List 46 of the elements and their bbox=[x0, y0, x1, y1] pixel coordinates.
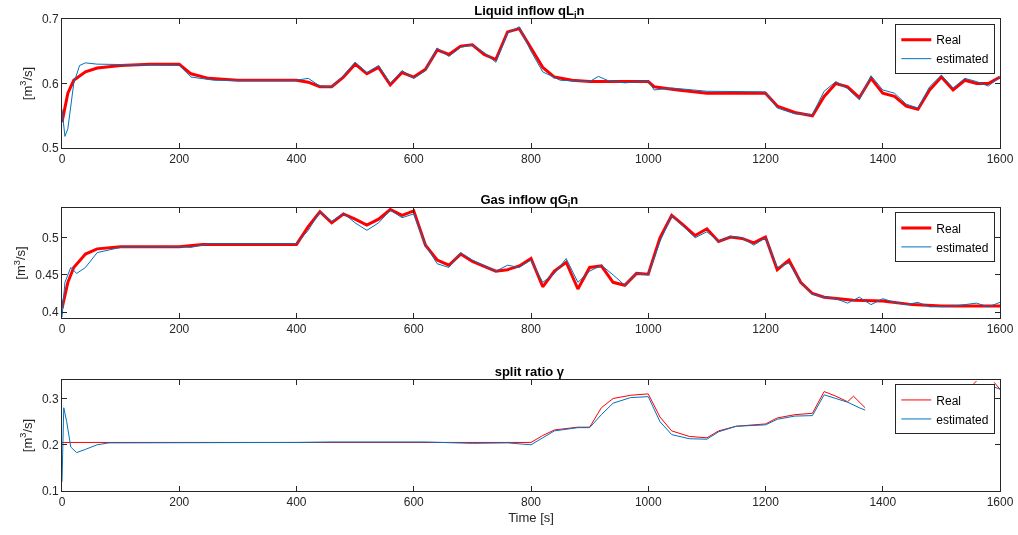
x-tick-label: 400 bbox=[286, 322, 307, 337]
x-tick-label: 600 bbox=[403, 495, 425, 510]
x-tick-label: 1400 bbox=[869, 152, 897, 167]
legend-label: Real bbox=[936, 393, 961, 408]
x-tick-label: 1000 bbox=[634, 322, 662, 337]
x-tick-label: 800 bbox=[520, 322, 542, 337]
x-tick-label: 400 bbox=[286, 495, 307, 510]
x-tick-label: 1400 bbox=[869, 495, 897, 510]
x-tick-label: 1600 bbox=[986, 322, 1014, 337]
x-axis-title: Time [s] bbox=[508, 510, 554, 525]
x-tick-label: 800 bbox=[520, 152, 542, 167]
y-tick-label: 0.4 bbox=[41, 305, 59, 320]
legend-label: Real bbox=[936, 33, 961, 48]
x-tick-label: 1600 bbox=[986, 152, 1014, 167]
legend-label: Real bbox=[936, 221, 961, 236]
x-tick-label: 400 bbox=[286, 152, 307, 167]
x-tick-label: 1400 bbox=[869, 322, 897, 337]
x-tick-label: 1200 bbox=[752, 152, 780, 167]
legend-label: estimated bbox=[936, 52, 989, 67]
chart-title: Liquid inflow qL$_{i}$n bbox=[474, 3, 585, 20]
x-tick-label: 200 bbox=[169, 152, 190, 167]
x-tick-label: 1200 bbox=[752, 322, 780, 337]
y-tick-label: 0.45 bbox=[35, 268, 59, 283]
chart-title: split ratio γ bbox=[494, 364, 565, 379]
chart-title: Gas inflow qG$_{i}$n bbox=[480, 192, 579, 209]
x-tick-label: 600 bbox=[403, 322, 425, 337]
x-tick-label: 1600 bbox=[986, 495, 1014, 510]
y-tick-label: 0.5 bbox=[41, 230, 59, 245]
y-tick-label: 0.2 bbox=[41, 437, 59, 452]
x-tick-label: 0 bbox=[58, 322, 66, 337]
x-tick-label: 1000 bbox=[634, 152, 662, 167]
x-tick-label: 0 bbox=[58, 495, 66, 510]
x-tick-label: 200 bbox=[169, 322, 190, 337]
y-tick-label: 0.3 bbox=[41, 391, 59, 406]
legend-label: estimated bbox=[936, 240, 989, 255]
x-tick-label: 1000 bbox=[634, 495, 662, 510]
y-tick-label: 0.7 bbox=[41, 12, 59, 27]
x-tick-label: 600 bbox=[403, 152, 425, 167]
x-tick-label: 0 bbox=[58, 152, 66, 167]
legend-label: estimated bbox=[936, 412, 989, 427]
x-tick-label: 200 bbox=[169, 495, 190, 510]
y-tick-label: 0.1 bbox=[41, 484, 59, 499]
x-tick-label: 1200 bbox=[752, 495, 780, 510]
y-tick-label: 0.5 bbox=[41, 141, 59, 156]
y-tick-label: 0.6 bbox=[41, 76, 59, 91]
x-tick-label: 800 bbox=[520, 495, 542, 510]
